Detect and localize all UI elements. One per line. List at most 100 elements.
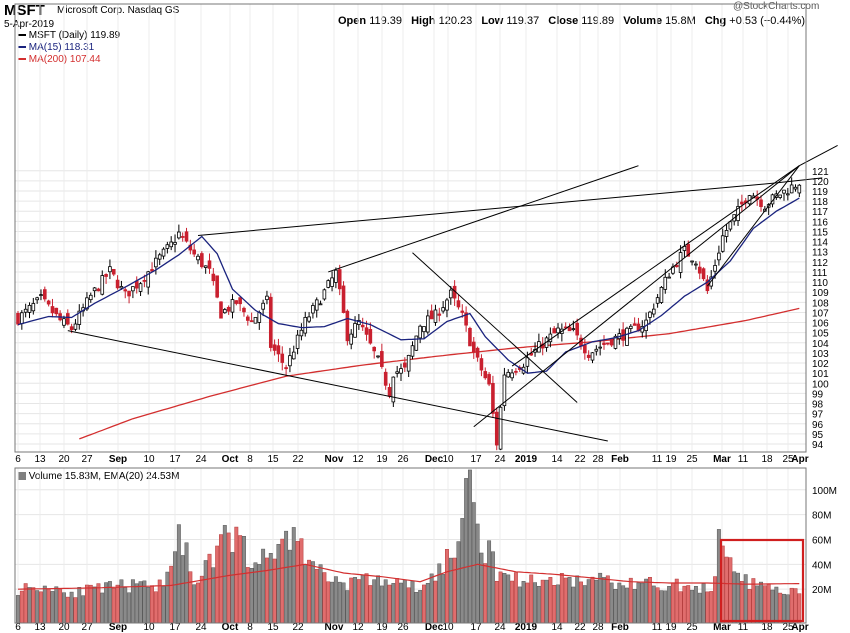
candle-body — [456, 300, 461, 308]
candlestick — [395, 365, 399, 378]
candlestick — [253, 317, 258, 324]
price-tick-label: 115 — [812, 227, 828, 238]
volume-bar — [766, 584, 771, 624]
candle-body — [123, 289, 128, 292]
volume-bar — [134, 583, 139, 624]
price-tick-label: 100 — [812, 379, 829, 390]
date-tick-label: 11 — [652, 622, 663, 633]
candle-body — [445, 299, 449, 311]
candlestick — [483, 367, 488, 380]
uptrend-channel-lower — [511, 165, 800, 367]
price-tick-label: 112 — [812, 258, 828, 269]
candle-body — [211, 273, 216, 282]
volume-bar — [119, 579, 124, 624]
date-tick-label: 10 — [143, 454, 155, 465]
candlestick — [694, 261, 698, 270]
candlestick — [46, 299, 51, 307]
volume-bar — [525, 582, 530, 624]
candle-body — [207, 260, 212, 269]
volume-bar — [310, 561, 315, 624]
volume-bar — [284, 530, 289, 624]
volume-bar — [487, 540, 492, 624]
price-tick-label: 104 — [812, 339, 829, 350]
volume-bar — [326, 581, 331, 624]
volume-bar — [180, 555, 185, 624]
candlestick — [789, 177, 794, 194]
price-tick-label: 94 — [812, 440, 824, 451]
quote-high-label: High — [411, 15, 436, 27]
volume-tick-label: 80M — [812, 511, 831, 522]
candlestick — [360, 317, 365, 331]
volume-bar — [395, 578, 400, 624]
volume-bar — [586, 579, 591, 624]
candle-body — [161, 248, 166, 257]
candlestick — [138, 281, 143, 297]
candlestick — [701, 267, 706, 281]
volume-bar — [46, 588, 51, 624]
candle-body — [383, 371, 388, 386]
candle-body — [468, 327, 472, 347]
volume-bar — [667, 586, 672, 624]
volume-bar — [242, 536, 246, 624]
candle-body — [20, 312, 24, 325]
date-tick-label: 22 — [574, 454, 586, 465]
volume-bar — [747, 589, 752, 624]
candlestick — [376, 355, 380, 359]
volume-bar — [291, 527, 296, 624]
candle-body — [334, 269, 338, 283]
candlestick — [215, 275, 219, 299]
candle-body — [632, 323, 637, 326]
candlestick — [288, 347, 292, 373]
ema20-line — [17, 563, 800, 590]
candlestick — [311, 302, 315, 319]
volume-bar — [728, 557, 733, 624]
upper-resistance-line — [197, 182, 777, 237]
volume-tick-label: 100M — [812, 486, 837, 497]
candlestick — [161, 247, 166, 260]
date-tick-label: 19 — [665, 622, 677, 633]
candle-body — [322, 289, 327, 300]
candle-body — [786, 193, 790, 196]
volume-bar — [238, 535, 243, 624]
candle-body — [318, 303, 323, 306]
volume-bar — [226, 532, 231, 624]
candle-body — [330, 277, 334, 287]
candle-body — [253, 317, 258, 324]
volume-bar — [299, 538, 304, 624]
volume-bar — [705, 591, 710, 624]
volume-bar — [104, 582, 109, 624]
volume-bar — [648, 577, 652, 624]
candlestick — [602, 335, 606, 350]
date-tick-label: 18 — [761, 454, 773, 465]
date-tick-label: 20 — [58, 622, 70, 633]
candle-body — [448, 289, 453, 299]
candlestick — [265, 290, 269, 305]
candlestick — [314, 297, 319, 318]
volume-tick-label: 20M — [812, 585, 831, 596]
candlestick — [39, 289, 43, 301]
legend-entry-price: MSFT (Daily) 119.89 — [18, 30, 120, 42]
price-tick-label: 99 — [812, 389, 824, 400]
candlestick — [326, 279, 331, 289]
candlestick — [445, 297, 449, 318]
candlestick — [108, 259, 112, 280]
candle-body — [778, 194, 782, 198]
volume-panel-frame — [14, 467, 807, 624]
volume-bar — [778, 592, 783, 624]
candle-body — [464, 312, 468, 326]
volume-bar — [739, 581, 744, 624]
candle-body — [678, 252, 683, 273]
candle-body — [475, 347, 480, 358]
volume-bar — [314, 569, 319, 624]
candlestick — [674, 261, 679, 268]
volume-bar — [391, 583, 396, 624]
candle-body — [268, 296, 273, 348]
volume-bar — [330, 581, 335, 624]
volume-bar — [701, 583, 706, 624]
candle-body — [341, 285, 346, 313]
volume-bar — [54, 586, 59, 624]
candle-body — [303, 316, 308, 334]
date-tick-label: 18 — [761, 622, 773, 633]
candle-body — [422, 326, 426, 333]
candle-body — [471, 341, 476, 353]
